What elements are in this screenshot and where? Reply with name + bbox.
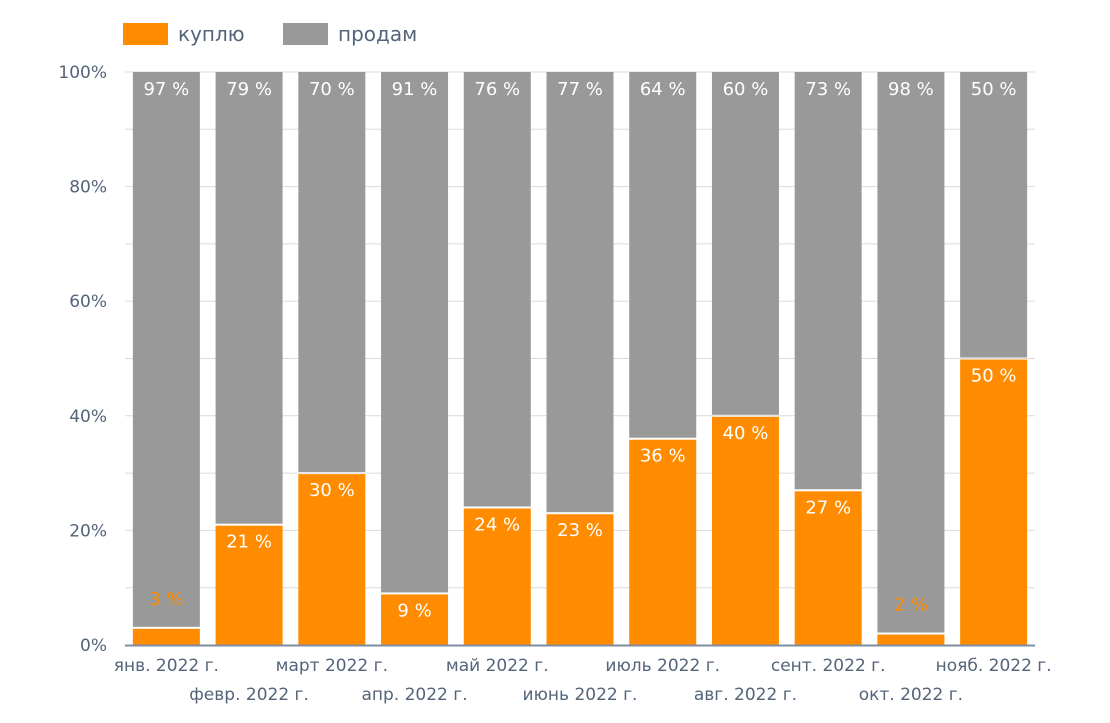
y-tick-label: 80% (69, 178, 107, 198)
bar-buy (132, 628, 200, 645)
data-label-sell: 70 % (309, 79, 355, 100)
bar-sell (463, 72, 531, 507)
y-tick-label: 0% (80, 636, 107, 656)
x-tick-label: июль 2022 г. (605, 656, 720, 676)
x-tick-label: июнь 2022 г. (523, 685, 638, 705)
data-label-sell: 97 % (143, 79, 189, 100)
data-label-buy: 30 % (309, 480, 355, 501)
data-label-buy: 9 % (397, 600, 431, 621)
data-label-sell: 50 % (971, 79, 1017, 100)
data-label-buy: 27 % (805, 497, 851, 518)
data-label-buy: 23 % (557, 520, 603, 541)
data-label-sell: 79 % (226, 79, 272, 100)
legend-label: куплю (178, 22, 245, 46)
data-label-buy: 2 % (894, 595, 928, 616)
x-tick-label: март 2022 г. (276, 656, 388, 676)
y-tick-label: 20% (69, 521, 107, 541)
y-tick-label: 40% (69, 407, 107, 427)
bar-buy (794, 491, 862, 645)
legend-swatch-buy (123, 23, 168, 45)
bar-sell (794, 72, 862, 490)
data-label-buy: 36 % (640, 446, 686, 467)
data-label-buy: 50 % (971, 366, 1017, 387)
data-label-sell: 77 % (557, 79, 603, 100)
data-label-sell: 76 % (474, 79, 520, 100)
bar-sell (629, 72, 697, 438)
data-label-buy: 21 % (226, 532, 272, 553)
data-label-buy: 40 % (723, 423, 769, 444)
bar-buy (298, 474, 366, 645)
legend-label: продам (338, 22, 417, 46)
bar-sell (132, 72, 200, 627)
bar-sell (215, 72, 283, 524)
x-tick-label: сент. 2022 г. (771, 656, 886, 676)
data-label-sell: 91 % (392, 79, 438, 100)
y-tick-label: 100% (58, 63, 107, 83)
bar-buy (463, 508, 531, 645)
data-label-sell: 73 % (805, 79, 851, 100)
data-label-sell: 60 % (723, 79, 769, 100)
data-label-buy: 3 % (149, 589, 183, 610)
legend-swatch-sell (283, 23, 328, 45)
bar-buy (711, 416, 779, 645)
bar-buy (960, 359, 1028, 645)
x-tick-label: окт. 2022 г. (859, 685, 963, 705)
bar-buy (877, 634, 945, 645)
bar-sell (877, 72, 945, 633)
bar-sell (960, 72, 1028, 358)
data-label-sell: 64 % (640, 79, 686, 100)
bar-sell (381, 72, 449, 593)
bar-buy (381, 594, 449, 645)
data-label-buy: 24 % (474, 514, 520, 535)
x-tick-label: янв. 2022 г. (114, 656, 219, 676)
x-tick-label: май 2022 г. (446, 656, 549, 676)
bar-buy (215, 525, 283, 645)
bar-sell (298, 72, 366, 473)
x-tick-label: нояб. 2022 г. (936, 656, 1052, 676)
x-tick-label: февр. 2022 г. (189, 685, 309, 705)
x-tick-label: авг. 2022 г. (694, 685, 797, 705)
bar-sell (546, 72, 614, 513)
bar-buy (546, 514, 614, 645)
y-tick-label: 60% (69, 292, 107, 312)
bar-sell (711, 72, 779, 415)
x-tick-label: апр. 2022 г. (361, 685, 467, 705)
bar-buy (629, 439, 697, 645)
data-label-sell: 98 % (888, 79, 934, 100)
